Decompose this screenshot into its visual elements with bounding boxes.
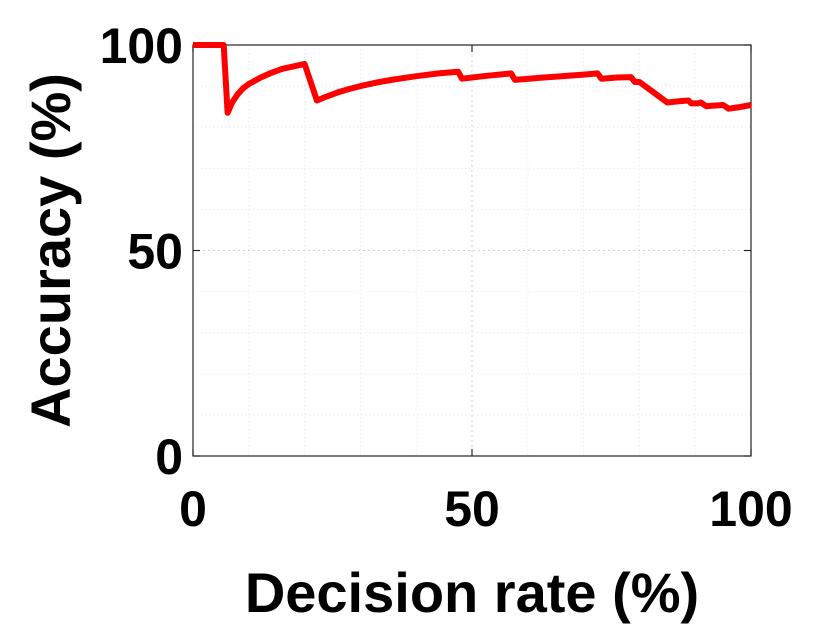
series-layer (193, 42, 752, 116)
x-tick-label: 100 (709, 481, 792, 537)
major-grid (193, 45, 751, 456)
y-tick-label: 100 (100, 18, 183, 74)
y-tick-label: 0 (155, 429, 183, 485)
x-tick-labels: 0 50 100 (179, 481, 793, 537)
x-axis-label: Decision rate (%) (245, 561, 699, 624)
y-tick-labels: 0 50 100 (100, 18, 183, 485)
x-tick-label: 0 (179, 481, 207, 537)
y-axis-label: Accuracy (%) (19, 73, 82, 428)
x-tick-label: 50 (444, 481, 500, 537)
y-tick-label: 50 (127, 224, 183, 280)
minor-grid (193, 45, 751, 456)
accuracy-series-line (193, 42, 752, 116)
